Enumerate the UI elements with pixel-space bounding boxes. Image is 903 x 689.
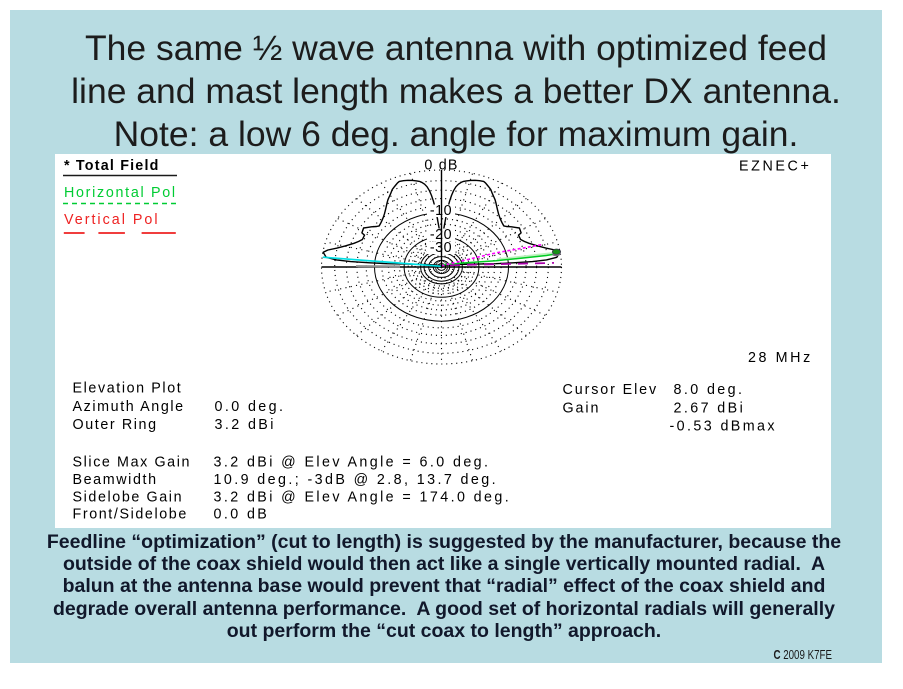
svg-text:3.2 dBi @ Elev Angle = 174.0 d: 3.2 dBi @ Elev Angle = 174.0 deg. — [214, 489, 512, 505]
svg-text:Beamwidth: Beamwidth — [73, 472, 158, 488]
svg-text:Elevation Plot: Elevation Plot — [73, 381, 183, 397]
svg-text:28 MHz: 28 MHz — [748, 350, 813, 366]
svg-text:-10: -10 — [430, 203, 452, 219]
svg-text:3.2 dBi @ Elev Angle = 6.0 deg: 3.2 dBi @ Elev Angle = 6.0 deg. — [214, 455, 491, 471]
svg-text:Cursor Elev: Cursor Elev — [563, 382, 659, 398]
svg-text:Slice Max Gain: Slice Max Gain — [73, 455, 192, 471]
svg-text:Gain: Gain — [563, 401, 601, 417]
svg-text:Vertical Pol: Vertical Pol — [64, 212, 160, 228]
svg-text:Horizontal Pol: Horizontal Pol — [64, 185, 177, 201]
svg-text:0 dB: 0 dB — [424, 158, 458, 174]
svg-text:-30: -30 — [430, 240, 452, 256]
svg-text:Sidelobe Gain: Sidelobe Gain — [73, 489, 184, 505]
svg-text:Outer Ring: Outer Ring — [73, 417, 158, 433]
svg-text:Front/Sidelobe: Front/Sidelobe — [73, 507, 188, 523]
svg-text:-0.53 dBmax: -0.53 dBmax — [670, 419, 777, 435]
svg-text:0.0 deg.: 0.0 deg. — [215, 399, 286, 415]
svg-text:10.9 deg.; -3dB @ 2.8, 13.7 de: 10.9 deg.; -3dB @ 2.8, 13.7 deg. — [214, 472, 498, 488]
svg-text:3.2 dBi: 3.2 dBi — [215, 417, 276, 433]
svg-text:2.67 dBi: 2.67 dBi — [674, 401, 746, 417]
svg-text:-20: -20 — [430, 227, 452, 243]
svg-text:* Total Field: * Total Field — [64, 158, 160, 174]
svg-text:8.0 deg.: 8.0 deg. — [674, 382, 745, 398]
svg-text:Azimuth Angle: Azimuth Angle — [73, 399, 185, 415]
svg-text:EZNEC+: EZNEC+ — [739, 159, 811, 175]
svg-text:0.0 dB: 0.0 dB — [214, 507, 270, 523]
